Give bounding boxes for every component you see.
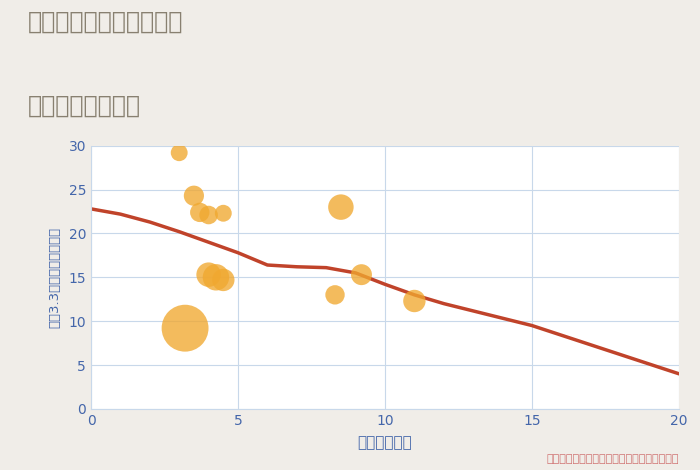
Point	[174, 149, 185, 157]
Point	[409, 297, 420, 305]
Point	[218, 276, 229, 284]
Point	[356, 271, 367, 278]
Point	[179, 324, 190, 332]
Text: 三重県四日市市末永町の: 三重県四日市市末永町の	[28, 9, 183, 33]
Y-axis label: 坪（3.3㎡）単価（万円）: 坪（3.3㎡）単価（万円）	[48, 227, 62, 328]
Point	[203, 211, 214, 219]
Text: 駅距離別土地価格: 駅距離別土地価格	[28, 94, 141, 118]
Text: 円の大きさは、取引のあった物件面積を示す: 円の大きさは、取引のあった物件面積を示す	[547, 454, 679, 463]
Point	[203, 271, 214, 278]
Point	[335, 204, 346, 211]
X-axis label: 駅距離（分）: 駅距離（分）	[358, 435, 412, 450]
Point	[194, 209, 205, 216]
Point	[330, 291, 341, 298]
Point	[210, 274, 221, 281]
Point	[218, 210, 229, 217]
Point	[188, 192, 199, 199]
